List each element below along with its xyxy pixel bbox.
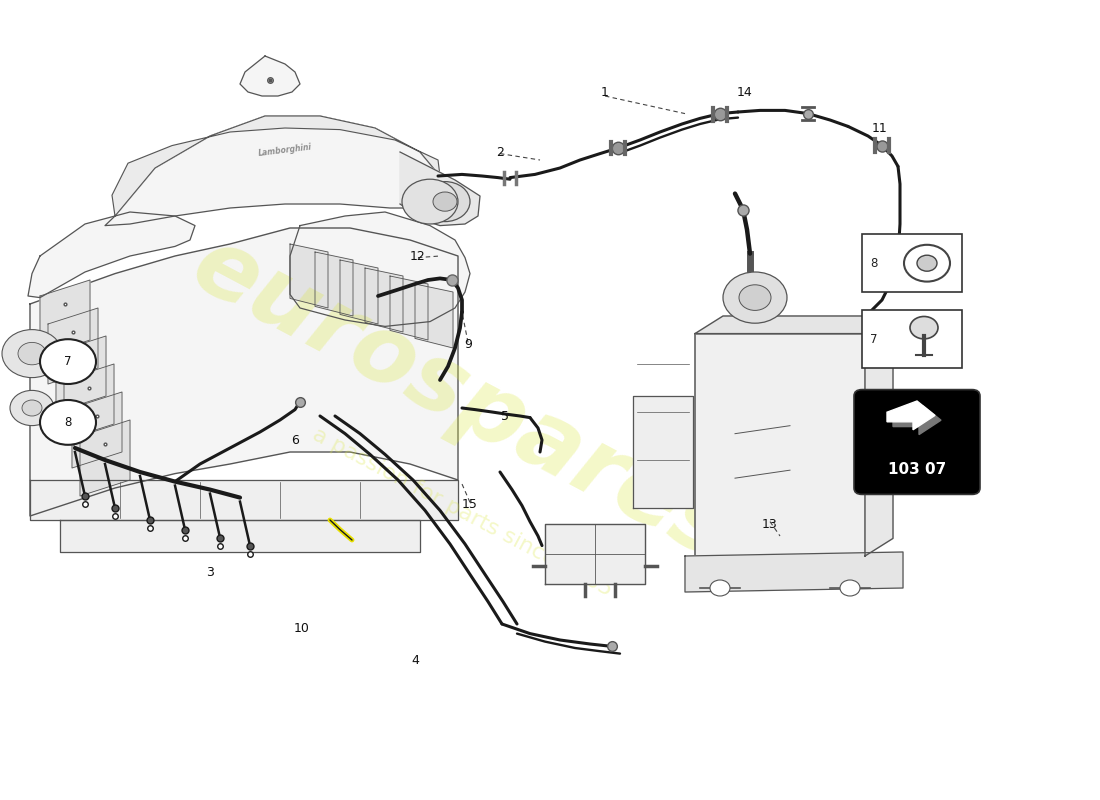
Text: 14: 14	[737, 86, 752, 98]
Circle shape	[2, 330, 62, 378]
Text: 7: 7	[870, 333, 878, 346]
FancyBboxPatch shape	[862, 310, 962, 368]
Text: 7: 7	[64, 355, 72, 368]
Text: 13: 13	[762, 518, 778, 530]
Polygon shape	[104, 116, 440, 226]
Circle shape	[910, 317, 938, 339]
Polygon shape	[887, 401, 935, 430]
Polygon shape	[632, 396, 693, 508]
Polygon shape	[80, 420, 130, 496]
Polygon shape	[290, 244, 328, 308]
Polygon shape	[400, 152, 480, 226]
Polygon shape	[865, 316, 893, 556]
Text: Lamborghini: Lamborghini	[257, 142, 312, 158]
Polygon shape	[56, 336, 106, 412]
Text: 8: 8	[64, 416, 72, 429]
Text: 3: 3	[206, 566, 213, 578]
Circle shape	[917, 255, 937, 271]
Polygon shape	[64, 364, 114, 440]
Polygon shape	[240, 56, 300, 96]
Text: eurospares: eurospares	[177, 219, 747, 581]
Text: 6: 6	[292, 434, 299, 446]
Text: 4: 4	[411, 654, 419, 666]
Polygon shape	[695, 334, 865, 556]
Text: 9: 9	[464, 338, 472, 350]
Text: 10: 10	[294, 622, 310, 634]
Text: 8: 8	[870, 257, 878, 270]
Circle shape	[40, 400, 96, 445]
Polygon shape	[72, 392, 122, 468]
Polygon shape	[30, 228, 458, 516]
FancyBboxPatch shape	[854, 390, 980, 494]
Text: 103 07: 103 07	[888, 462, 946, 477]
Text: 2: 2	[496, 146, 504, 158]
Circle shape	[840, 580, 860, 596]
Text: 1: 1	[601, 86, 609, 98]
Polygon shape	[415, 284, 453, 348]
Circle shape	[433, 192, 456, 211]
Polygon shape	[315, 252, 353, 316]
Polygon shape	[30, 480, 458, 520]
Polygon shape	[893, 406, 940, 434]
Circle shape	[40, 339, 96, 384]
Polygon shape	[390, 276, 428, 340]
FancyBboxPatch shape	[862, 234, 962, 292]
Circle shape	[420, 182, 470, 222]
Circle shape	[402, 179, 458, 224]
Polygon shape	[340, 260, 378, 324]
Polygon shape	[40, 280, 90, 356]
Circle shape	[723, 272, 786, 323]
Text: 15: 15	[462, 498, 477, 510]
Polygon shape	[685, 552, 903, 592]
Polygon shape	[365, 268, 403, 332]
Polygon shape	[48, 308, 98, 384]
Polygon shape	[290, 212, 470, 326]
Text: 11: 11	[872, 122, 888, 134]
Circle shape	[739, 285, 771, 310]
Polygon shape	[695, 316, 893, 334]
Text: 5: 5	[500, 410, 509, 422]
Circle shape	[18, 342, 46, 365]
Polygon shape	[60, 520, 420, 552]
Circle shape	[22, 400, 42, 416]
Circle shape	[710, 580, 730, 596]
Text: 12: 12	[410, 250, 426, 262]
Circle shape	[10, 390, 54, 426]
Text: a passion for parts since 1985: a passion for parts since 1985	[309, 424, 615, 600]
Polygon shape	[28, 212, 195, 298]
Polygon shape	[112, 116, 440, 216]
Circle shape	[904, 245, 950, 282]
Polygon shape	[544, 524, 645, 584]
